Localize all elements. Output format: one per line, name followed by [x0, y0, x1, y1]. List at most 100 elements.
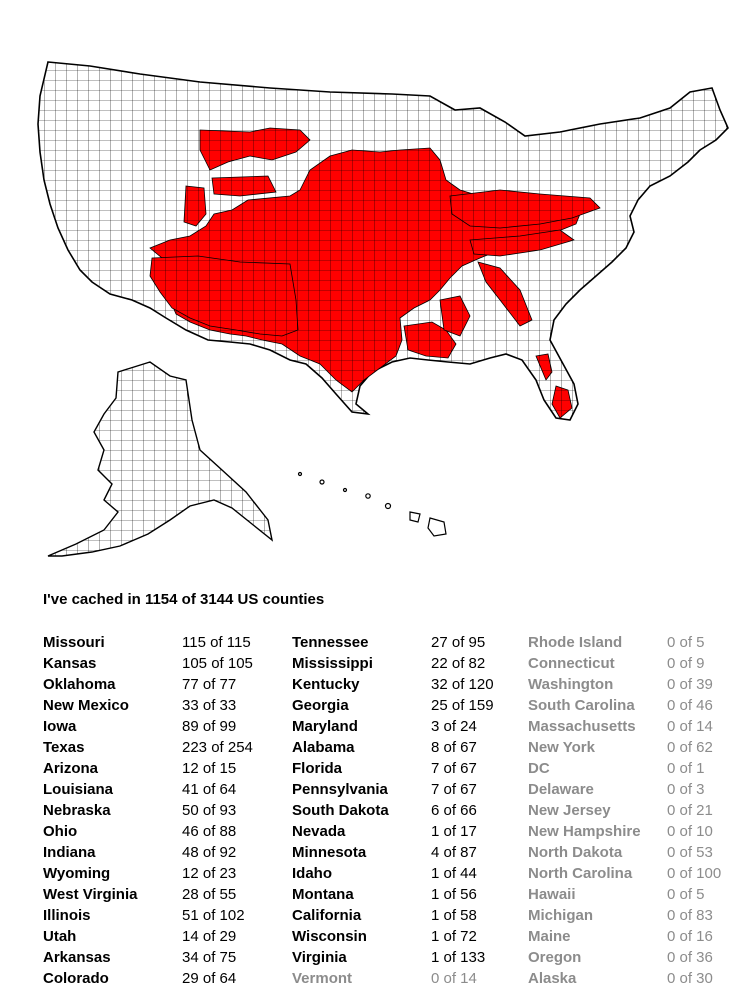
summary-text: I've cached in 1154 of 3144 US counties — [43, 591, 325, 608]
state-count: 105 of 105 — [182, 655, 253, 672]
state-count: 1 of 44 — [431, 865, 477, 882]
state-name: North Carolina — [528, 865, 633, 882]
state-count: 29 of 64 — [182, 970, 237, 987]
state-count: 3 of 24 — [431, 718, 477, 735]
state-count: 223 of 254 — [182, 739, 253, 756]
state-count: 48 of 92 — [182, 844, 237, 861]
state-name: Oregon — [528, 949, 582, 966]
state-name: New Mexico — [43, 697, 129, 714]
state-name: DC — [528, 760, 550, 777]
state-name: Wyoming — [43, 865, 111, 882]
state-name: Maryland — [292, 718, 358, 735]
state-name: North Dakota — [528, 844, 623, 861]
state-count: 115 of 115 — [182, 634, 251, 651]
state-count: 0 of 14 — [431, 970, 477, 987]
state-count: 12 of 15 — [182, 760, 237, 777]
state-name: Montana — [292, 886, 354, 903]
state-count: 0 of 16 — [667, 928, 713, 945]
state-name: Florida — [292, 760, 343, 777]
state-count: 6 of 66 — [431, 802, 477, 819]
state-name: Pennsylvania — [292, 781, 388, 798]
state-name: Nebraska — [43, 802, 111, 819]
state-count: 27 of 95 — [431, 634, 486, 651]
state-name: Missouri — [43, 634, 105, 651]
alaska-land — [47, 361, 274, 557]
state-name: Vermont — [292, 970, 353, 987]
state-name: Idaho — [292, 865, 332, 882]
state-name: Hawaii — [528, 886, 576, 903]
state-name: Louisiana — [43, 781, 114, 798]
state-name: Rhode Island — [528, 634, 623, 651]
state-count: 32 of 120 — [431, 676, 494, 693]
state-name: Nevada — [292, 823, 346, 840]
state-count: 46 of 88 — [182, 823, 237, 840]
state-name: Alaska — [528, 970, 577, 987]
state-count: 1 of 17 — [431, 823, 477, 840]
state-name: West Virginia — [43, 886, 138, 903]
state-count: 0 of 36 — [667, 949, 713, 966]
state-count: 89 of 99 — [182, 718, 237, 735]
state-count: 25 of 159 — [431, 697, 494, 714]
state-count: 0 of 100 — [667, 865, 722, 882]
state-name: Massachusetts — [528, 718, 636, 735]
state-name: South Carolina — [528, 697, 635, 714]
state-name: Indiana — [43, 844, 96, 861]
state-count: 0 of 1 — [667, 760, 705, 777]
state-count: 0 of 62 — [667, 739, 713, 756]
state-count: 28 of 55 — [182, 886, 237, 903]
state-name: New Jersey — [528, 802, 611, 819]
state-count: 7 of 67 — [431, 781, 477, 798]
state-name: Virginia — [292, 949, 347, 966]
state-name: Arkansas — [43, 949, 111, 966]
state-name: New York — [528, 739, 595, 756]
us-county-map — [37, 61, 729, 557]
state-count: 1 of 133 — [431, 949, 486, 966]
state-count: 1 of 72 — [431, 928, 477, 945]
state-name: Alabama — [292, 739, 355, 756]
state-name: Delaware — [528, 781, 594, 798]
state-name: South Dakota — [292, 802, 389, 819]
state-name: Georgia — [292, 697, 349, 714]
cached-counties — [149, 127, 601, 419]
state-count: 0 of 53 — [667, 844, 713, 861]
state-name: Mississippi — [292, 655, 373, 672]
state-count: 34 of 75 — [182, 949, 237, 966]
state-name: Washington — [528, 676, 614, 693]
state-count: 0 of 46 — [667, 697, 713, 714]
state-name: Tennessee — [292, 634, 369, 651]
state-count: 1 of 58 — [431, 907, 477, 924]
state-name: Utah — [43, 928, 77, 945]
state-count: 22 of 82 — [431, 655, 486, 672]
state-count: 1 of 56 — [431, 886, 477, 903]
state-name: Connecticut — [528, 655, 615, 672]
state-name: Minnesota — [292, 844, 367, 861]
state-count: 50 of 93 — [182, 802, 237, 819]
state-count: 0 of 30 — [667, 970, 713, 987]
state-name: Kentucky — [292, 676, 360, 693]
state-name: New Hampshire — [528, 823, 641, 840]
state-name: Illinois — [43, 907, 91, 924]
state-count: 14 of 29 — [182, 928, 237, 945]
state-count: 0 of 10 — [667, 823, 713, 840]
state-count: 0 of 83 — [667, 907, 713, 924]
state-count: 12 of 23 — [182, 865, 237, 882]
state-count: 0 of 5 — [667, 886, 705, 903]
state-count: 0 of 39 — [667, 676, 713, 693]
state-count: 0 of 3 — [667, 781, 705, 798]
state-count: 4 of 87 — [431, 844, 477, 861]
state-name: Arizona — [43, 760, 99, 777]
state-name: Colorado — [43, 970, 109, 987]
state-name: California — [292, 907, 362, 924]
state-count: 41 of 64 — [182, 781, 237, 798]
state-count: 0 of 14 — [667, 718, 713, 735]
state-name: Ohio — [43, 823, 78, 840]
state-count: 0 of 5 — [667, 634, 705, 651]
state-count: 77 of 77 — [182, 676, 237, 693]
state-name: Michigan — [528, 907, 594, 924]
state-name: Oklahoma — [43, 676, 116, 693]
state-count: 51 of 102 — [182, 907, 245, 924]
state-count: 33 of 33 — [182, 697, 237, 714]
state-count: 0 of 9 — [667, 655, 705, 672]
state-count: 0 of 21 — [667, 802, 713, 819]
state-name: Texas — [43, 739, 85, 756]
